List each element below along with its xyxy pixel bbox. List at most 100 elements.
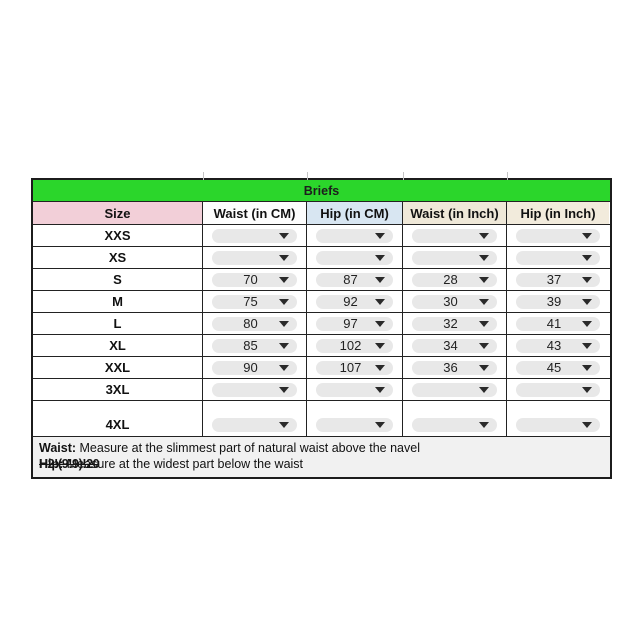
hip-cm-dropdown[interactable] [316,418,393,432]
hip-cm-dropdown[interactable]: 92 [316,294,393,309]
waist-inch-dropdown[interactable] [412,382,497,397]
dropdown-arrow-icon [479,320,489,327]
dropdown-arrow-icon [279,342,289,349]
table-row-xs: XS [33,247,610,269]
hip-inch-dropdown[interactable] [516,250,600,265]
header-size: Size [33,202,203,224]
header-waist-inch: Waist (in Inch) [403,202,507,224]
hip-cm-dropdown[interactable] [316,250,393,265]
table-row-xl: XL 85 102 34 43 [33,335,610,357]
hip-inch-dropdown[interactable]: 37 [516,272,600,287]
size-label: XS [33,247,203,268]
dropdown-arrow-icon [582,254,592,261]
table-row-l: L 80 97 32 41 [33,313,610,335]
dropdown-arrow-icon [375,232,385,239]
dropdown-arrow-icon [375,386,385,393]
waist-cm-dropdown[interactable]: 85 [212,338,297,353]
table-footer: Waist: Measure at the slimmest part of n… [33,437,610,477]
dropdown-arrow-icon [375,298,385,305]
dropdown-arrow-icon [582,320,592,327]
hip-inch-dropdown[interactable]: 41 [516,316,600,331]
dropdown-arrow-icon [479,342,489,349]
dropdown-arrow-icon [279,298,289,305]
dropdown-arrow-icon [279,320,289,327]
hip-inch-dropdown[interactable]: 39 [516,294,600,309]
waist-cm-dropdown[interactable] [212,382,297,397]
hip-cm-dropdown[interactable] [316,382,393,397]
table-row-xxs: XXS [33,225,610,247]
dropdown-arrow-icon [582,342,592,349]
dropdown-arrow-icon [479,276,489,283]
hip-inch-dropdown[interactable] [516,228,600,243]
hip-inch-dropdown[interactable] [516,418,600,432]
dropdown-arrow-icon [479,422,489,428]
size-label: M [33,291,203,312]
hip-cm-dropdown[interactable]: 87 [316,272,393,287]
hip-inch-dropdown[interactable]: 45 [516,360,600,375]
waist-cm-dropdown[interactable]: 80 [212,316,297,331]
hip-cm-dropdown[interactable]: 97 [316,316,393,331]
dropdown-arrow-icon [479,232,489,239]
hip-inch-dropdown[interactable]: 43 [516,338,600,353]
size-label: XXL [33,357,203,378]
dropdown-arrow-icon [582,386,592,393]
column-border-tick [203,172,204,180]
dropdown-arrow-icon [279,386,289,393]
overlapping-text-artifact: H2!(9!9)!20 [39,457,100,471]
table-title: Briefs [303,183,340,198]
waist-inch-dropdown[interactable]: 34 [412,338,497,353]
waist-inch-dropdown[interactable]: 36 [412,360,497,375]
waist-inch-dropdown[interactable] [412,418,497,432]
waist-inch-dropdown[interactable] [412,228,497,243]
table-row-m: M 75 92 30 39 [33,291,610,313]
dropdown-arrow-icon [582,364,592,371]
waist-cm-dropdown[interactable] [212,250,297,265]
waist-cm-dropdown[interactable] [212,418,297,432]
size-label: XXS [33,225,203,246]
waist-cm-dropdown[interactable]: 70 [212,272,297,287]
column-border-tick [307,172,308,180]
waist-inch-dropdown[interactable] [412,250,497,265]
dropdown-arrow-icon [279,232,289,239]
size-label: 3XL [33,379,203,400]
dropdown-arrow-icon [279,276,289,283]
hip-cm-dropdown[interactable]: 107 [316,360,393,375]
dropdown-arrow-icon [479,364,489,371]
size-label: XL [33,335,203,356]
footer-hip-note: Hip: Measure at the widest part below th… [39,457,304,471]
size-label: 4XL [33,401,203,436]
table-row-4xl: 4XL [33,401,610,437]
hip-cm-dropdown[interactable]: 102 [316,338,393,353]
dropdown-arrow-icon [375,364,385,371]
dropdown-arrow-icon [479,254,489,261]
table-title-bar: Briefs [33,180,610,202]
dropdown-arrow-icon [279,364,289,371]
dropdown-arrow-icon [582,232,592,239]
waist-cm-dropdown[interactable]: 75 [212,294,297,309]
hip-inch-dropdown[interactable] [516,382,600,397]
dropdown-arrow-icon [279,254,289,261]
dropdown-arrow-icon [375,422,385,428]
column-border-tick [507,172,508,180]
dropdown-arrow-icon [279,422,289,428]
dropdown-arrow-icon [479,386,489,393]
waist-cm-dropdown[interactable] [212,228,297,243]
hip-cm-dropdown[interactable] [316,228,393,243]
dropdown-arrow-icon [375,320,385,327]
table-row-s: S 70 87 28 37 [33,269,610,291]
waist-cm-dropdown[interactable]: 90 [212,360,297,375]
waist-inch-dropdown[interactable]: 30 [412,294,497,309]
dropdown-arrow-icon [582,298,592,305]
size-chart-table: Briefs Size Waist (in CM) Hip (in CM) Wa… [31,172,612,479]
size-label: L [33,313,203,334]
dropdown-arrow-icon [375,276,385,283]
column-border-tick [403,172,404,180]
header-hip-inch: Hip (in Inch) [507,202,609,224]
waist-inch-dropdown[interactable]: 32 [412,316,497,331]
waist-inch-dropdown[interactable]: 28 [412,272,497,287]
table-row-3xl: 3XL [33,379,610,401]
dropdown-arrow-icon [479,298,489,305]
header-hip-cm: Hip (in CM) [307,202,403,224]
footer-waist-note: Waist: Measure at the slimmest part of n… [39,441,420,455]
